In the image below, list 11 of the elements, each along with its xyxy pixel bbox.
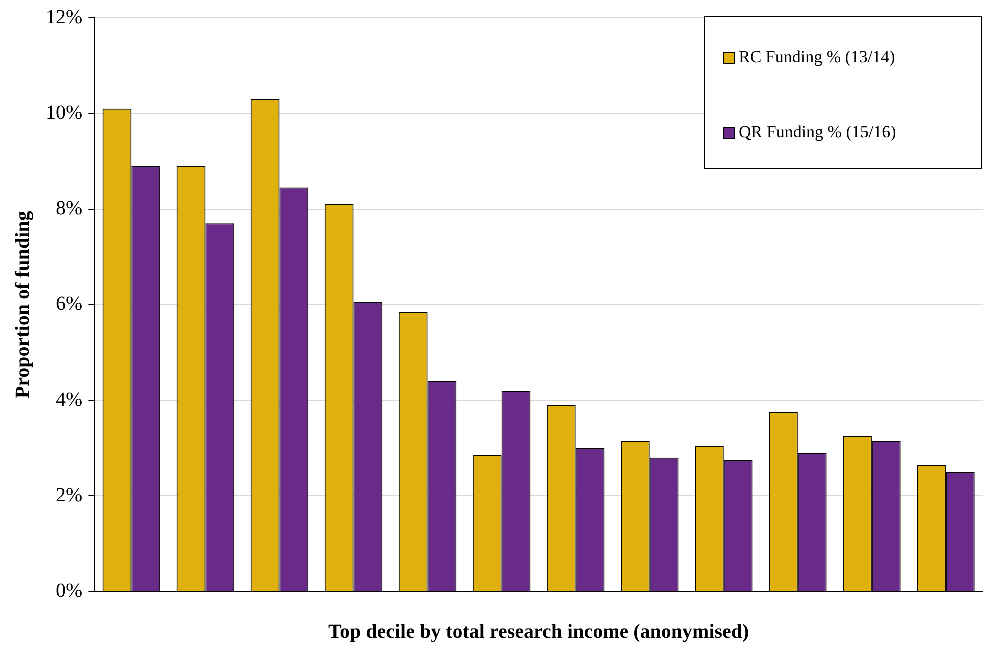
y-tick-label: 0% bbox=[56, 580, 83, 602]
y-tick-label: 2% bbox=[56, 484, 83, 506]
legend-label: QR Funding % (15/16) bbox=[739, 122, 896, 142]
y-axis-title: Proportion of funding bbox=[12, 211, 34, 399]
x-axis-title: Top decile by total research income (anonymised) bbox=[328, 621, 750, 644]
y-tick-label: 4% bbox=[56, 388, 83, 411]
y-tick-label: 10% bbox=[46, 102, 83, 124]
legend-label: RC Funding % (13/14) bbox=[739, 47, 896, 66]
y-tick-label: 8% bbox=[56, 198, 83, 220]
y-tick-label: 6% bbox=[56, 293, 83, 316]
y-tick-label: 12% bbox=[46, 6, 83, 28]
